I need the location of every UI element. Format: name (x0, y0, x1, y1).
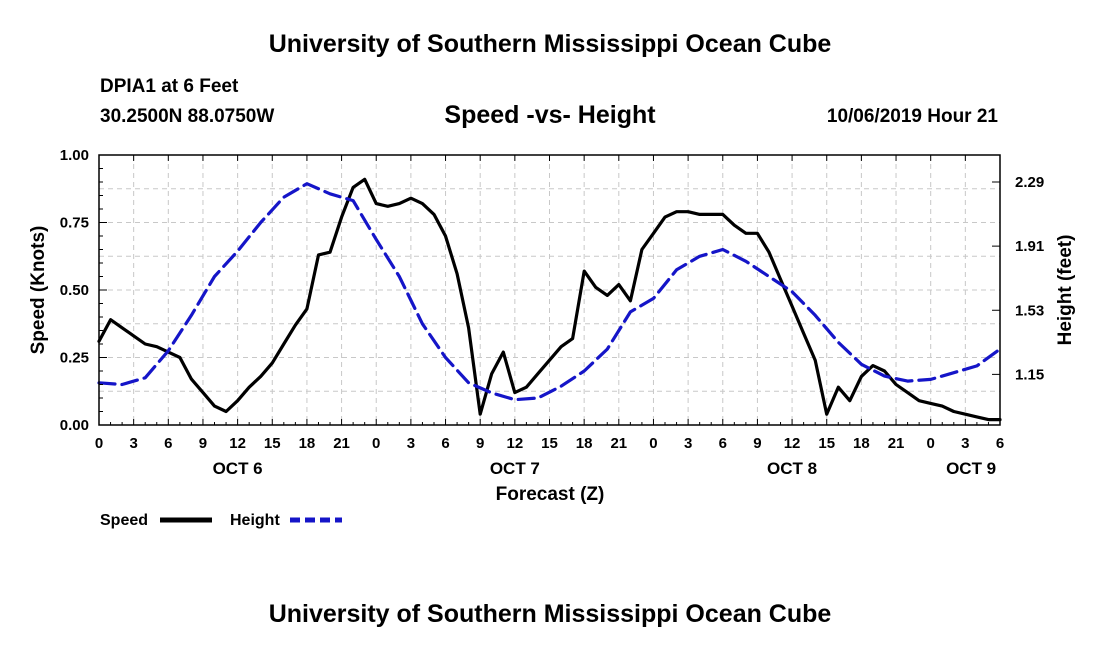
chart-series (97, 177, 1002, 422)
x-date-label: OCT 8 (767, 459, 817, 478)
x-tick-label: 18 (853, 435, 870, 452)
x-tick-label: 21 (333, 435, 350, 452)
y2-tick-label: 1.91 (1015, 238, 1044, 255)
y-tick-label: 1.00 (60, 147, 89, 164)
x-tick-label: 0 (95, 435, 103, 452)
x-tick-label: 9 (753, 435, 761, 452)
x-date-label: OCT 6 (213, 459, 263, 478)
x-tick-label: 3 (961, 435, 969, 452)
chart-axes: 0 3 6 9 12 15 18 21 0 3 6 9 12 15 18 21 0 3 6 9 12 15 18 21 0 3 6 0… (60, 147, 1044, 478)
x-tick-label: 0 (927, 435, 935, 452)
x-tick-label: 12 (507, 435, 524, 452)
x-tick-label: 18 (576, 435, 593, 452)
y2-tick-label: 2.29 (1015, 174, 1044, 191)
x-tick-label: 0 (649, 435, 657, 452)
y-tick-label: 0.50 (60, 282, 89, 299)
x-tick-label: 9 (476, 435, 484, 452)
forecast-datetime: 10/06/2019 Hour 21 (826, 106, 998, 127)
y2-tick-label: 1.53 (1015, 302, 1044, 319)
x-tick-label: 21 (610, 435, 627, 452)
series-line-height (97, 182, 1002, 402)
x-tick-label: 12 (784, 435, 801, 452)
station-coordinates: 30.2500N 88.0750W (100, 106, 275, 127)
x-tick-label: 6 (996, 435, 1004, 452)
x-tick-label: 3 (129, 435, 137, 452)
legend-speed-label: Speed (100, 512, 148, 529)
x-tick-label: 18 (299, 435, 316, 452)
main-title: University of Southern Mississippi Ocean… (268, 30, 832, 58)
x-tick-label: 15 (818, 435, 835, 452)
x-tick-label: 3 (684, 435, 692, 452)
y2-axis-label: Height (feet) (1055, 235, 1076, 346)
x-tick-label: 21 (888, 435, 905, 452)
y-tick-label: 0.75 (60, 215, 89, 232)
y2-tick-label: 1.15 (1015, 366, 1044, 383)
station-label: DPIA1 at 6 Feet (100, 76, 239, 97)
y-tick-label: 0.00 (60, 417, 89, 434)
x-tick-label: 6 (719, 435, 727, 452)
x-date-label: OCT 9 (946, 459, 996, 478)
x-date-label: OCT 7 (490, 459, 540, 478)
footer-title: University of Southern Mississippi Ocean… (268, 600, 832, 628)
x-tick-label: 15 (541, 435, 558, 452)
y-tick-label: 0.25 (60, 350, 89, 367)
legend-height-label: Height (230, 512, 280, 529)
x-axis-label: Forecast (Z) (496, 484, 605, 505)
series-line-speed (97, 177, 1002, 422)
y-axis-label: Speed (Knots) (28, 226, 49, 355)
x-tick-label: 9 (199, 435, 207, 452)
x-tick-label: 12 (229, 435, 246, 452)
chart-title: Speed -vs- Height (444, 101, 656, 129)
x-tick-label: 15 (264, 435, 281, 452)
x-tick-label: 0 (372, 435, 380, 452)
x-tick-label: 6 (164, 435, 172, 452)
x-tick-label: 6 (441, 435, 449, 452)
chart-legend: Speed Height (100, 512, 342, 529)
chart-grid (99, 155, 1000, 425)
x-tick-label: 3 (407, 435, 415, 452)
